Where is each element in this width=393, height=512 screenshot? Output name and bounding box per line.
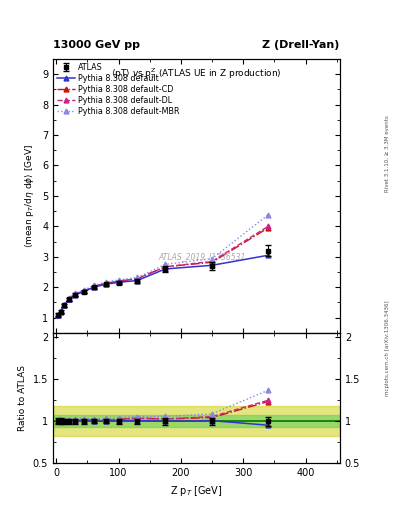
Y-axis label: $\langle$mean p$_{T}$/d$\eta$ d$\phi$$\rangle$ [GeV]: $\langle$mean p$_{T}$/d$\eta$ d$\phi$$\r… [24, 144, 37, 248]
Text: $\langle$pT$\rangle$ vs p$_{\rm T}^{\rm Z}$ (ATLAS UE in Z production): $\langle$pT$\rangle$ vs p$_{\rm T}^{\rm … [111, 66, 282, 81]
Text: mcplots.cern.ch [arXiv:1306.3436]: mcplots.cern.ch [arXiv:1306.3436] [385, 301, 389, 396]
Line: Pythia 8.308 default: Pythia 8.308 default [56, 253, 271, 317]
Pythia 8.308 default-CD [56, 311, 61, 317]
Bar [53, 415, 340, 427]
Bar [53, 406, 340, 436]
Pythia 8.308 default-DL [104, 280, 108, 286]
Line: Pythia 8.308 default-MBR: Pythia 8.308 default-MBR [56, 212, 271, 317]
Pythia 8.308 default [73, 292, 77, 298]
Pythia 8.308 default-MBR [116, 277, 121, 283]
Pythia 8.308 default [91, 284, 96, 290]
Pythia 8.308 default-DL [56, 311, 61, 317]
Legend: ATLAS, Pythia 8.308 default, Pythia 8.308 default-CD, Pythia 8.308 default-DL, P: ATLAS, Pythia 8.308 default, Pythia 8.30… [55, 61, 181, 118]
Pythia 8.308 default-MBR [135, 274, 140, 281]
Pythia 8.308 default-CD [58, 308, 63, 314]
Pythia 8.308 default-DL [58, 308, 63, 314]
Pythia 8.308 default-CD [91, 283, 96, 289]
Pythia 8.308 default-CD [266, 225, 270, 231]
Text: Z (Drell-Yan): Z (Drell-Yan) [262, 40, 340, 50]
Text: Rivet 3.1.10, ≥ 3.3M events: Rivet 3.1.10, ≥ 3.3M events [385, 115, 389, 192]
Pythia 8.308 default [66, 296, 71, 303]
Pythia 8.308 default-MBR [210, 255, 215, 262]
Pythia 8.308 default [210, 262, 215, 268]
Y-axis label: Ratio to ATLAS: Ratio to ATLAS [18, 365, 27, 431]
Pythia 8.308 default-DL [266, 223, 270, 229]
Pythia 8.308 default-DL [66, 296, 71, 302]
Pythia 8.308 default-DL [73, 291, 77, 297]
Pythia 8.308 default-DL [116, 278, 121, 284]
Text: 13000 GeV pp: 13000 GeV pp [53, 40, 140, 50]
Pythia 8.308 default-DL [62, 302, 67, 308]
Pythia 8.308 default-MBR [82, 287, 86, 293]
Pythia 8.308 default-DL [163, 264, 168, 270]
Pythia 8.308 default-DL [91, 283, 96, 289]
Pythia 8.308 default [163, 266, 168, 272]
Pythia 8.308 default-MBR [266, 211, 270, 218]
Pythia 8.308 default [62, 303, 67, 309]
Pythia 8.308 default-CD [116, 278, 121, 284]
Pythia 8.308 default-CD [62, 302, 67, 308]
Pythia 8.308 default-MBR [56, 311, 61, 317]
Pythia 8.308 default-CD [163, 264, 168, 270]
Pythia 8.308 default-MBR [104, 279, 108, 285]
Pythia 8.308 default [56, 311, 61, 317]
Pythia 8.308 default-MBR [163, 261, 168, 267]
Pythia 8.308 default-MBR [73, 290, 77, 296]
Pythia 8.308 default-MBR [62, 302, 67, 308]
Pythia 8.308 default [135, 278, 140, 284]
Line: Pythia 8.308 default-CD: Pythia 8.308 default-CD [56, 225, 271, 317]
Pythia 8.308 default [82, 288, 86, 294]
Pythia 8.308 default [266, 252, 270, 259]
Pythia 8.308 default [58, 309, 63, 315]
Pythia 8.308 default-MBR [66, 295, 71, 302]
Pythia 8.308 default-DL [210, 258, 215, 264]
Pythia 8.308 default-CD [135, 275, 140, 282]
Pythia 8.308 default [116, 279, 121, 285]
Pythia 8.308 default-CD [210, 259, 215, 265]
Pythia 8.308 default-DL [82, 288, 86, 294]
Pythia 8.308 default-CD [73, 291, 77, 297]
Pythia 8.308 default-DL [135, 275, 140, 282]
Pythia 8.308 default-MBR [58, 308, 63, 314]
Pythia 8.308 default-CD [104, 280, 108, 286]
Pythia 8.308 default-CD [82, 288, 86, 294]
Pythia 8.308 default-CD [66, 296, 71, 302]
Pythia 8.308 default-MBR [91, 282, 96, 288]
Line: Pythia 8.308 default-DL: Pythia 8.308 default-DL [56, 224, 271, 317]
X-axis label: Z p$_T$ [GeV]: Z p$_T$ [GeV] [170, 484, 223, 498]
Pythia 8.308 default [104, 281, 108, 287]
Text: ATLAS_2019_I1736531: ATLAS_2019_I1736531 [158, 252, 246, 261]
